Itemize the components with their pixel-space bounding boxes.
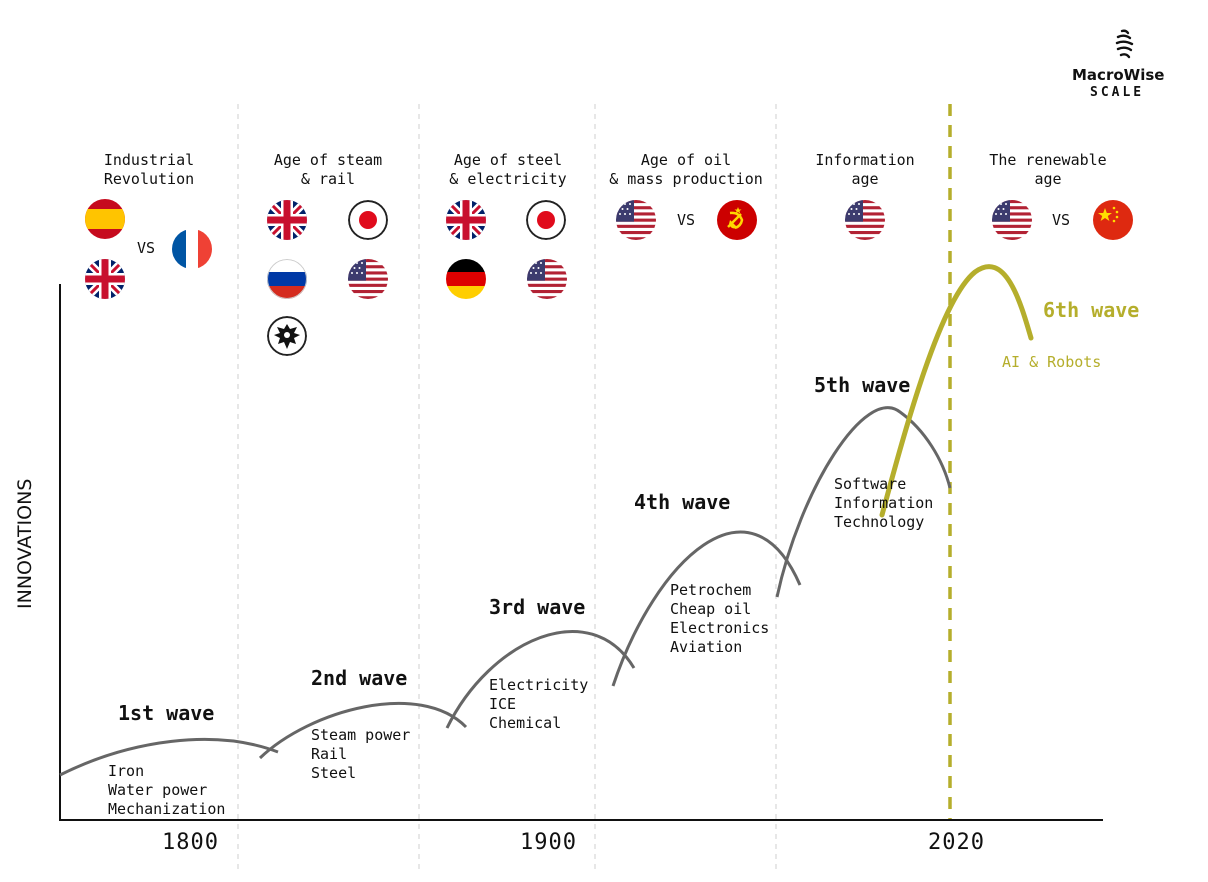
wave-curve-5 (775, 406, 952, 598)
wave-items-3: Electricity ICE Chemical (489, 676, 588, 733)
brand-sub: SCALE (1090, 85, 1145, 100)
wave-title-3: 3rd wave (489, 595, 586, 619)
uk-flag-icon (446, 200, 486, 240)
usa-flag-icon (992, 200, 1032, 240)
wave-curve-1 (59, 738, 279, 777)
wave-item: Information (834, 494, 934, 512)
wave-item: Technology (834, 513, 925, 531)
usa-flag-icon (616, 200, 656, 240)
uk-flag-icon (267, 200, 307, 240)
prussia-flag-icon (267, 316, 307, 356)
china-flag-icon (1093, 200, 1133, 240)
wave-items-6: AI & Robots (1002, 353, 1101, 372)
japan-flag-icon (526, 200, 566, 240)
spain-flag-icon (85, 199, 125, 239)
vs-label-6: VS (1052, 211, 1071, 229)
wave-item: Electronics (670, 619, 770, 637)
usa-flag-icon (845, 200, 885, 240)
wave-item: Software (834, 475, 907, 493)
wave-item: Steam power (311, 726, 411, 744)
wave-item: Petrochem (670, 581, 752, 599)
vs-label-4: VS (677, 211, 696, 229)
france-flag-icon (172, 229, 212, 269)
wave-item: Iron (108, 762, 145, 780)
wave-item: Electricity (489, 676, 589, 694)
spiral-logo-icon (1115, 29, 1134, 59)
era-label-5: Information age (815, 151, 915, 188)
wave-items-1: Iron Water power Mechanization (108, 762, 225, 819)
era-label-2: Age of steam & rail (273, 151, 383, 188)
wave-item: Cheap oil (670, 600, 752, 618)
wave-curve-2 (258, 701, 468, 760)
wave-title-1: 1st wave (118, 701, 215, 725)
wave-items-5: Software Information Technology (834, 475, 933, 532)
brand-name: MacroWise (1072, 66, 1165, 84)
wave-item: Steel (311, 764, 357, 782)
wave-item: Water power (108, 781, 208, 799)
wave-items-4: Petrochem Cheap oil Electronics Aviation (670, 581, 769, 657)
x-tick-label: 1800 (162, 830, 219, 855)
germany-flag-icon (446, 259, 486, 299)
usa-flag-icon (348, 259, 388, 299)
wave-curve-4 (611, 530, 802, 687)
wave-title-6: 6th wave (1043, 298, 1140, 322)
usa-flag-icon (527, 259, 567, 299)
uk-flag-icon (85, 259, 125, 299)
era-label-6: The renewable age (989, 151, 1107, 188)
wave-title-5: 5th wave (814, 373, 911, 397)
wave-items-2: Steam power Rail Steel (311, 726, 410, 783)
wave-curve-3 (445, 630, 636, 729)
era-label-1: Industrial Revolution (103, 151, 195, 188)
era-label-4: Age of oil & mass production (609, 151, 763, 188)
wave-title-4: 4th wave (634, 490, 731, 514)
wave-item: ICE (489, 695, 517, 713)
wave-title-2: 2nd wave (311, 666, 408, 690)
wave-item: Mechanization (108, 800, 226, 818)
wave-curve-6 (879, 264, 1034, 518)
x-tick-label: 2020 (928, 830, 985, 855)
wave-item: Aviation (670, 638, 743, 656)
ussr-flag-icon (717, 200, 757, 240)
wave-item: AI & Robots (1002, 353, 1102, 371)
wave-item: Chemical (489, 714, 562, 732)
japan-flag-icon (348, 200, 388, 240)
vs-label-1: VS (137, 239, 156, 257)
wave-item: Rail (311, 745, 348, 763)
russia-flag-icon (267, 259, 307, 299)
x-tick-label: 1900 (520, 830, 577, 855)
era-label-3: Age of steel & electricity (449, 151, 567, 188)
